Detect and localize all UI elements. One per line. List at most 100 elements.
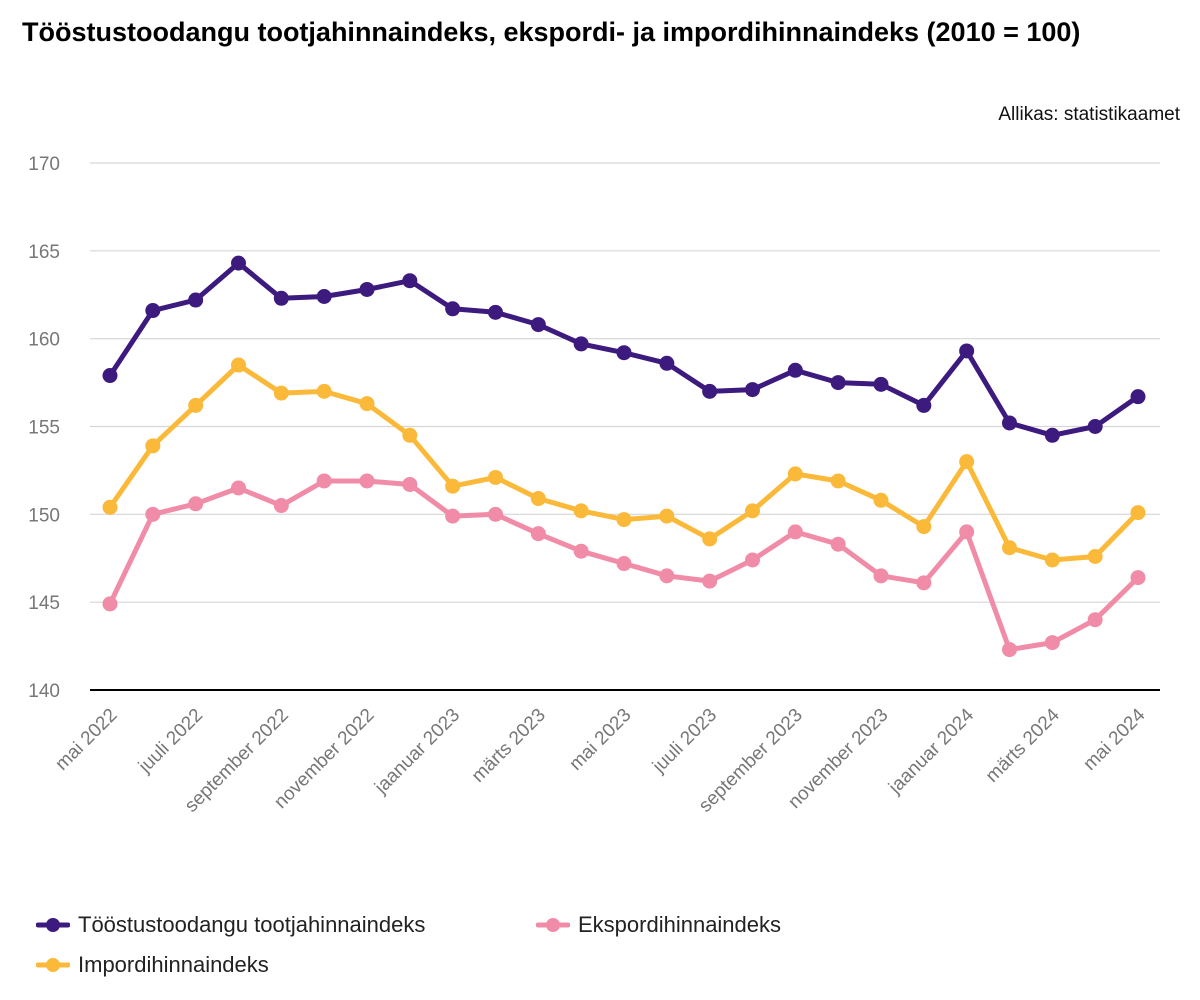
data-point xyxy=(488,304,503,320)
data-point xyxy=(445,478,461,494)
data-point xyxy=(530,491,546,507)
data-point xyxy=(445,508,461,524)
data-point xyxy=(1130,505,1146,521)
source-label: Allikas: statistikaamet xyxy=(998,104,1180,125)
data-point xyxy=(573,543,589,559)
legend-item: Impordihinnaindeks xyxy=(36,952,269,978)
data-point xyxy=(273,498,289,514)
series-layer xyxy=(102,255,1146,658)
data-point xyxy=(916,397,932,413)
data-point xyxy=(830,536,846,552)
y-tick-label: 165 xyxy=(28,242,60,263)
legend-marker xyxy=(536,918,570,932)
data-point xyxy=(787,524,803,540)
x-tick-label: jaanuar 2024 xyxy=(884,704,978,798)
data-point xyxy=(402,427,418,443)
data-point xyxy=(231,480,246,496)
data-point xyxy=(1087,612,1103,628)
data-point xyxy=(1130,570,1146,586)
data-point xyxy=(616,345,632,361)
x-tick-label: juuli 2022 xyxy=(134,705,207,778)
data-point xyxy=(316,289,332,305)
data-point xyxy=(188,496,204,512)
data-point xyxy=(1130,389,1146,405)
chart-title: Tööstustoodangu tootjahinnaindeks, ekspo… xyxy=(22,17,1081,47)
legend-label: Ekspordihinnaindeks xyxy=(578,912,782,937)
data-point xyxy=(145,438,161,454)
x-tick-label: mai 2022 xyxy=(51,705,121,775)
data-point xyxy=(359,396,375,412)
y-tick-label: 160 xyxy=(28,330,60,351)
data-point xyxy=(530,317,546,333)
x-tick-label: märts 2023 xyxy=(468,705,550,787)
data-point xyxy=(916,575,932,591)
y-axis: 140 145 150 155 160 165 170 xyxy=(28,154,60,702)
data-point xyxy=(402,273,418,289)
data-point xyxy=(1002,415,1017,431)
data-point xyxy=(1044,635,1060,651)
y-tick-label: 145 xyxy=(28,593,60,614)
data-point xyxy=(1002,540,1017,556)
data-point xyxy=(873,376,889,392)
x-tick-label: jaanuar 2023 xyxy=(370,705,464,799)
y-tick-label: 140 xyxy=(28,681,60,702)
data-point xyxy=(830,473,846,489)
grid-layer xyxy=(90,162,1160,691)
data-point xyxy=(873,568,889,584)
line-chart: 140 145 150 155 160 165 170 mai 2022 juuli 2022… xyxy=(28,154,1160,817)
legend-label: Tööstustoodangu tootjahinnaindeks xyxy=(78,912,426,937)
data-point xyxy=(273,290,289,306)
data-point xyxy=(359,473,375,489)
data-point xyxy=(359,281,375,297)
data-point xyxy=(1087,548,1103,564)
y-tick-label: 155 xyxy=(28,418,60,439)
data-point xyxy=(659,508,675,524)
data-point xyxy=(1044,427,1060,443)
data-point xyxy=(702,573,718,589)
data-point xyxy=(745,552,760,568)
data-point xyxy=(659,355,675,371)
data-point xyxy=(145,506,161,522)
x-tick-label: mai 2024 xyxy=(1079,704,1149,774)
data-point xyxy=(488,506,503,522)
legend-marker xyxy=(36,958,70,972)
data-point xyxy=(787,362,803,378)
series-line xyxy=(107,362,1141,563)
data-point xyxy=(616,556,632,572)
data-point xyxy=(959,343,975,359)
data-point xyxy=(616,512,632,528)
y-tick-label: 150 xyxy=(28,505,60,526)
data-point xyxy=(188,292,204,308)
data-point xyxy=(488,469,503,485)
data-point xyxy=(316,383,332,399)
data-point xyxy=(145,303,161,319)
data-point xyxy=(273,385,289,401)
data-point xyxy=(102,368,118,384)
data-point xyxy=(1087,419,1103,434)
legend-item: Ekspordihinnaindeks xyxy=(536,912,781,938)
data-point xyxy=(316,473,332,489)
data-point xyxy=(445,301,461,317)
data-point xyxy=(1002,642,1017,658)
x-tick-label: mai 2023 xyxy=(565,705,635,775)
data-point xyxy=(787,466,803,482)
data-point xyxy=(830,375,846,391)
data-point xyxy=(573,503,589,519)
data-point xyxy=(659,568,675,584)
data-point xyxy=(745,503,760,519)
data-point xyxy=(916,519,932,535)
data-point xyxy=(231,357,246,373)
data-point xyxy=(102,499,118,515)
data-point xyxy=(102,596,118,612)
data-point xyxy=(959,524,975,540)
data-point xyxy=(745,382,760,398)
data-point xyxy=(573,336,589,352)
data-point xyxy=(702,383,718,399)
data-point xyxy=(873,492,889,508)
legend-item: Tööstustoodangu tootjahinnaindeks xyxy=(36,912,425,938)
data-point xyxy=(959,454,975,470)
data-point xyxy=(231,255,246,271)
data-point xyxy=(188,397,204,413)
data-point xyxy=(702,531,718,547)
